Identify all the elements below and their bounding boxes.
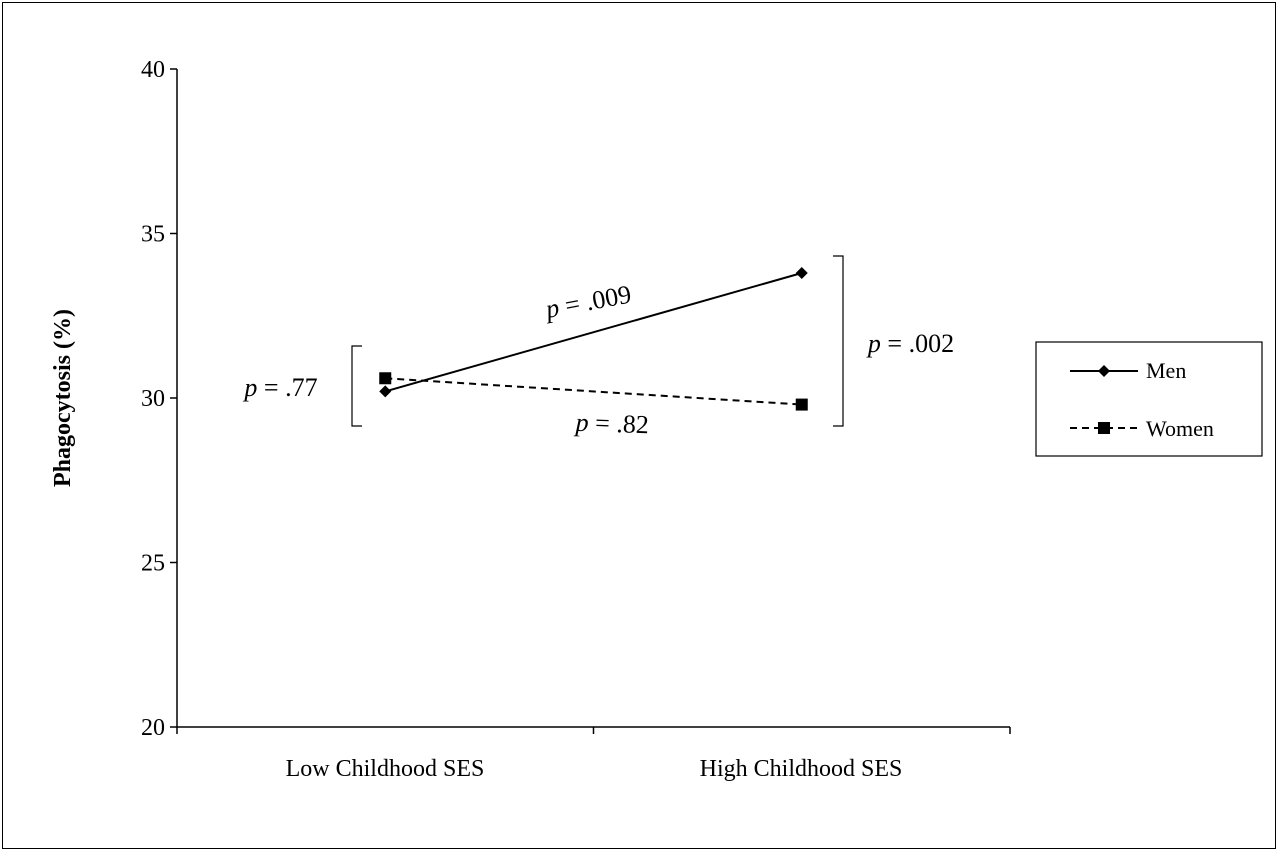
- y-tick-label-35: 35: [141, 222, 165, 248]
- women-slope-p-label: p = .82: [573, 408, 649, 440]
- y-ticks: 20 25 30 35 40: [141, 57, 177, 741]
- women-series-line: [385, 377, 802, 406]
- series-layer: [379, 266, 808, 411]
- y-tick-label-20: 20: [141, 715, 165, 741]
- y-axis-label: Phagocytosis (%): [50, 309, 76, 487]
- women-point-1: [795, 398, 808, 411]
- low-ses-p-label: p = .77: [242, 373, 317, 402]
- high-ses-bracket: [833, 255, 844, 427]
- y-tick-label-30: 30: [141, 386, 165, 412]
- men-series-line: [384, 272, 803, 393]
- women-point-0: [379, 372, 392, 385]
- legend: Men Women: [1035, 341, 1263, 457]
- x-ticks: [176, 727, 1011, 734]
- x-tick-label-high: High Childhood SES: [700, 756, 903, 782]
- legend-women-square-marker: [1098, 422, 1110, 434]
- high-ses-p-label: p = .002: [866, 329, 954, 358]
- x-tick-label-low: Low Childhood SES: [286, 756, 485, 782]
- men-point-0: [379, 385, 392, 398]
- low-ses-bracket: [351, 345, 362, 427]
- legend-men-diamond-marker: [1098, 365, 1110, 377]
- men-point-1: [795, 266, 808, 279]
- legend-box: [1035, 341, 1263, 457]
- legend-men-label: Men: [1146, 358, 1186, 383]
- y-tick-label-40: 40: [141, 57, 165, 83]
- y-tick-label-25: 25: [141, 551, 165, 577]
- men-slope-p-label: p = .009: [541, 280, 633, 325]
- legend-women-label: Women: [1146, 416, 1214, 441]
